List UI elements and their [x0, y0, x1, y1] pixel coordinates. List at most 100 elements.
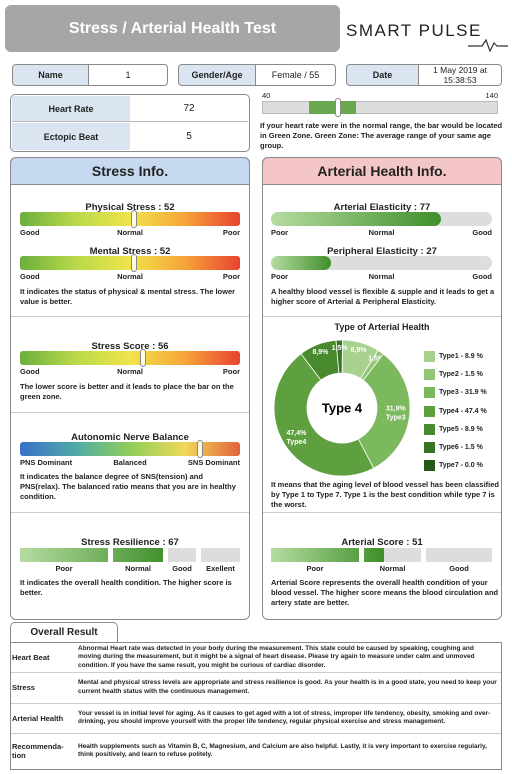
row-label: Arterial Health [12, 713, 64, 723]
panel-heading: Arterial Health Info. [262, 157, 502, 185]
separator [11, 512, 249, 513]
note: Arterial Score represents the overall he… [271, 578, 499, 607]
report-title: Stress / Arterial Health Test [68, 19, 277, 37]
separator [11, 412, 249, 413]
separator [263, 512, 501, 513]
label-cell: Date [346, 64, 419, 86]
legend-swatch [424, 423, 435, 435]
slice-label: 1,5% [332, 345, 349, 352]
label-cell: Gender/Age [178, 64, 256, 86]
chart-title: Type of Arterial Health [334, 322, 430, 332]
scale-label: Normal [117, 228, 143, 237]
gauge-track [20, 212, 240, 226]
scale-label: Good [20, 367, 40, 376]
scale-label: Normal [379, 564, 406, 573]
scale-label: Good [20, 228, 40, 237]
slice-name: Type3 [386, 414, 406, 421]
legend-label: Type5 - 8.9 % [439, 425, 483, 433]
scale-max: 140 [485, 91, 498, 100]
scale-label: Normal [368, 228, 395, 237]
legend-swatch [424, 460, 435, 472]
scale-label: Normal [125, 564, 151, 573]
section-title: Overall Result [30, 627, 98, 638]
row-label: Recommenda-tion [12, 742, 64, 760]
scale-min: 40 [262, 91, 271, 100]
scale-label: Normal [117, 272, 143, 281]
gauge-title: Peripheral Elasticity : 27 [327, 246, 437, 257]
row-text: Health supplements such as Vitamin B, C,… [78, 742, 487, 758]
note: The lower score is better and it leads t… [20, 382, 234, 401]
donut-slice [335, 339, 343, 374]
row-label: Stress [12, 683, 35, 692]
hr-marker [334, 98, 341, 117]
gauge-fill [271, 548, 384, 562]
gauge-track [20, 256, 240, 270]
note: A healthy blood vessel is flexible & sup… [271, 287, 495, 306]
gauge-fill [20, 548, 168, 562]
donut-slice [273, 353, 375, 477]
legend-label: Type1 - 8.9 % [439, 353, 483, 360]
separator [263, 316, 501, 317]
scale-label: Good [20, 272, 40, 281]
slice-name: Type4 [287, 439, 307, 446]
legend-label: Type3 - 31.9 % [439, 389, 487, 397]
overall-table [10, 642, 502, 770]
note: It indicates the balance degree of SNS(t… [20, 472, 236, 501]
green-zone [309, 101, 357, 114]
scale-label: Poor [222, 272, 240, 281]
segment-gap [196, 548, 201, 562]
hr-track [262, 101, 498, 114]
overall-tab [10, 622, 118, 643]
value-cell: 72 [130, 96, 248, 122]
scale-label: Good [449, 564, 469, 573]
legend-label: Type6 - 1.5 % [439, 444, 483, 451]
label-cell: Heart Rate [12, 96, 130, 122]
row-text: Mental and physical stress levels are ap… [78, 679, 497, 695]
note: It indicates the status of physical & me… [20, 287, 236, 306]
scale-label: Poor [271, 228, 289, 237]
gauge-title: Arterial Elasticity : 77 [333, 202, 431, 213]
slice-label: 8,9% [351, 347, 368, 354]
legend-swatch [424, 442, 435, 453]
segment-gap [421, 548, 426, 562]
segment-gap [108, 548, 113, 562]
row-label: Heart Beat [12, 653, 50, 662]
scale-label: SNS Dominant [187, 458, 240, 467]
row-line [11, 672, 501, 673]
label-cell: Ectopic Beat [12, 123, 130, 150]
scale-label: Good [172, 564, 192, 573]
gauge-title: Mental Stress : 52 [89, 246, 171, 257]
brand: SMART PULSE [346, 21, 482, 40]
donut-center: Type 4 [322, 400, 363, 415]
slice-label: 1,5% [368, 356, 385, 363]
gauge-marker [131, 210, 138, 228]
scale-label: Poor [55, 564, 73, 573]
gauge-track [20, 442, 240, 456]
brand-wave [468, 38, 508, 52]
gauge-title: Stress Score : 56 [91, 341, 169, 352]
scale-label: Normal [117, 367, 143, 376]
scale-label: Good [472, 272, 492, 281]
legend-label: Type4 - 47.4 % [439, 407, 487, 415]
row-text: Abnormal Heart rate was detected in your… [78, 645, 475, 669]
legend-swatch [424, 351, 435, 362]
legend-label: Type7 - 0.0 % [439, 462, 483, 470]
legend-swatch [424, 387, 435, 399]
label-cell: Name [12, 64, 89, 86]
scale-label: PNS Dominant [20, 458, 73, 467]
header-bar [5, 5, 340, 52]
note: It means that the aging level of blood v… [271, 480, 499, 509]
gauge-marker [140, 349, 147, 367]
note: If your heart rate were in the normal ra… [260, 121, 503, 150]
legend-label: Type2 - 1.5 % [439, 371, 483, 379]
slice-label: 47,4% [286, 430, 307, 437]
row-text: Your vessel is in initial level for agin… [78, 709, 491, 725]
note: It indicates the overall health conditio… [20, 578, 232, 597]
donut-slice [357, 353, 411, 469]
gauge-marker [197, 440, 204, 458]
gauge-fill [271, 212, 442, 226]
row-line [11, 733, 501, 734]
scale-label: Normal [368, 272, 395, 281]
gauge-fill [271, 256, 331, 270]
